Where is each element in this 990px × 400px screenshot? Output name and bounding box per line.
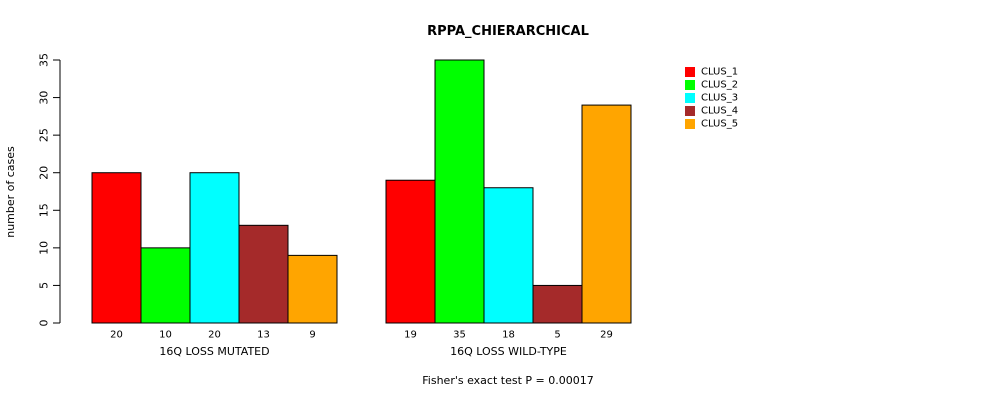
y-tick-label: 25: [38, 128, 51, 142]
bar-count-label: 29: [600, 330, 613, 341]
bar-clus-1-group-1: [91, 172, 142, 324]
bars: 20 10 20 13 9 16Q LOSS MUTATED 19 35 18 5 29 16Q LO…: [91, 59, 632, 358]
legend-label-clus-2: CLUS_2: [701, 80, 738, 91]
y-tick-label: 0: [38, 320, 51, 327]
bar-clus-4-group-1: [238, 224, 289, 324]
legend: CLUS_1 CLUS_2 CLUS_3 CLUS_4 CLUS_5: [685, 67, 738, 130]
bar-clus-5-group-2: [581, 104, 632, 324]
y-tick-label: 10: [38, 241, 51, 255]
legend-swatch-clus-5: [685, 119, 695, 129]
bar-count-label: 20: [208, 330, 221, 341]
y-axis-label: number of cases: [4, 146, 17, 238]
y-tick-label: 15: [38, 203, 51, 217]
bar-count-label: 9: [309, 330, 315, 341]
bar-clus-3-group-2: [483, 187, 534, 324]
bar-count-label: 35: [453, 330, 466, 341]
bar-clus-1-group-2: [385, 179, 436, 324]
y-tick-label: 30: [38, 91, 51, 105]
legend-label-clus-5: CLUS_5: [701, 119, 738, 130]
legend-swatch-clus-3: [685, 93, 695, 103]
bar-count-label: 20: [110, 330, 123, 341]
legend-swatch-clus-4: [685, 106, 695, 116]
bar-count-label: 13: [257, 330, 270, 341]
bar-count-label: 10: [159, 330, 172, 341]
bar-count-label: 18: [502, 330, 515, 341]
legend-swatch-clus-1: [685, 67, 695, 77]
legend-label-clus-3: CLUS_3: [701, 93, 738, 104]
y-tick-label: 20: [38, 166, 51, 180]
bar-count-label: 19: [404, 330, 417, 341]
legend-swatch-clus-2: [685, 80, 695, 90]
y-tick-label: 35: [38, 53, 51, 67]
legend-label-clus-1: CLUS_1: [701, 67, 738, 78]
bar-clus-2-group-2: [434, 59, 485, 324]
y-axis: 0 5 10 15 20 25 30 35: [38, 53, 61, 327]
bar-clus-4-group-2: [532, 284, 583, 324]
legend-label-clus-4: CLUS_4: [701, 106, 738, 117]
bar-clus-5-group-1: [287, 254, 338, 324]
bar-clus-2-group-1: [140, 247, 191, 324]
chart-title: RPPA_CHIERARCHICAL: [427, 24, 589, 39]
group-label-1: 16Q LOSS MUTATED: [159, 345, 269, 358]
y-tick-label: 5: [38, 282, 51, 289]
bar-clus-3-group-1: [189, 172, 240, 324]
fisher-test-footnote: Fisher's exact test P = 0.00017: [422, 374, 593, 387]
bar-count-label: 5: [554, 330, 560, 341]
group-label-2: 16Q LOSS WILD-TYPE: [450, 345, 567, 358]
